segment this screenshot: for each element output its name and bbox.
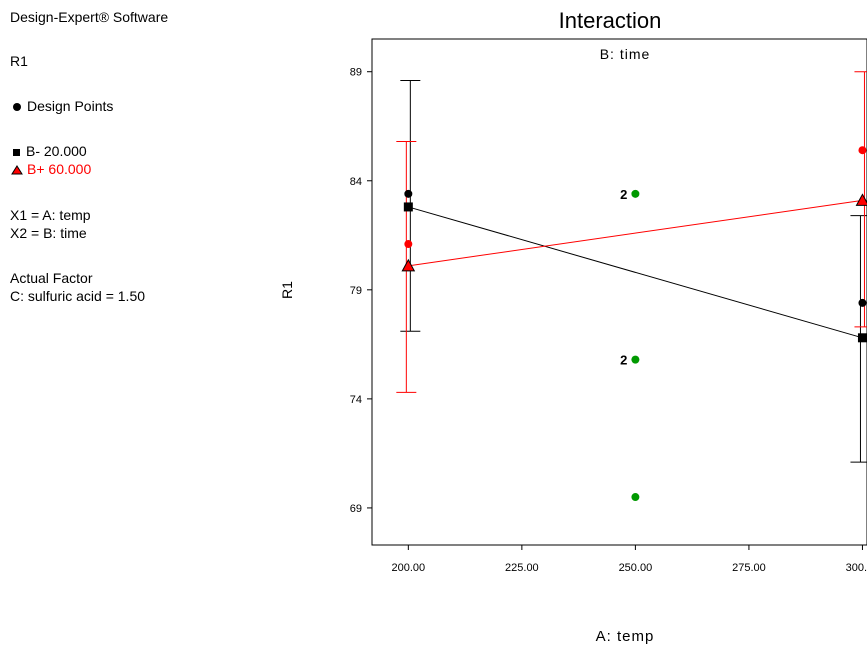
design-points-legend: Design Points [10,97,113,115]
design-point-count: 2 [620,353,627,368]
design-point [404,189,413,198]
design-point-icon [13,103,21,112]
series-marker-high [401,258,416,272]
x-tick-label: 300.00 [846,562,867,574]
chart-title: Interaction [559,8,662,33]
legend-low: B- 20.000 [10,142,87,160]
x-tick-label: 275.00 [732,562,766,574]
series-marker-low [857,333,867,343]
design-point [858,146,867,155]
series-marker-high [855,193,867,206]
square-icon [13,148,20,156]
response-label: R1 [10,53,28,69]
y-tick-label: 89 [350,67,362,79]
design-point [631,189,640,198]
actual-factor-value: C: sulfuric acid = 1.50 [10,288,146,304]
x-tick-label: 200.00 [392,562,426,574]
design-point-count: 2 [620,187,627,202]
legend-low-label: B- 20.000 [26,143,87,159]
chart-subtitle: B: time [600,46,651,62]
series-marker-low [403,202,413,212]
plot-frame [371,38,867,546]
x-tick-label: 225.00 [505,562,539,574]
series-line-high [408,199,863,267]
x-tick-label: 250.00 [619,562,653,574]
design-point [631,493,640,502]
design-point [631,355,640,364]
x-axis-label: A: temp [596,628,655,645]
y-tick-label: 79 [350,285,362,297]
y-tick-label: 84 [350,176,362,188]
software-label: Design-Expert® Software [10,9,169,25]
actual-factor-heading: Actual Factor [10,270,93,286]
design-point [404,240,413,249]
x1-label: X1 = A: temp [10,207,91,223]
y-tick-label: 69 [350,503,362,515]
series-line-low [408,206,863,339]
y-tick-label: 74 [350,394,362,406]
legend-high-label: B+ 60.000 [27,161,92,177]
plot-area: 200.00 225.00 250.00 275.00 300.00 69 74 79 84 89… [350,67,867,574]
x2-label: X2 = B: time [10,225,87,241]
triangle-icon [11,165,23,175]
y-axis-label: R1 [279,281,295,299]
design-points-label: Design Points [27,98,114,114]
legend-high: B+ 60.000 [10,160,91,178]
design-point [858,298,867,307]
